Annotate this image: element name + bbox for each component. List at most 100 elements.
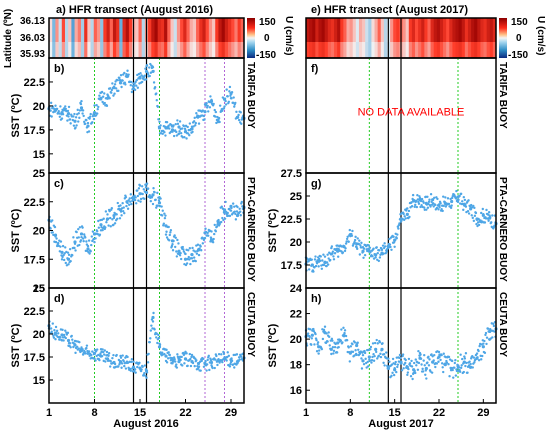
y-tick-label: 22.5 — [24, 197, 45, 209]
sst-point-cloud — [168, 233, 171, 237]
sst-point-cloud — [382, 352, 386, 356]
sst-point — [424, 201, 428, 205]
sst-point-cloud — [203, 236, 207, 240]
sst-point-cloud — [378, 341, 382, 344]
sst-point-cloud — [326, 253, 329, 256]
sst-point-cloud — [176, 122, 180, 126]
panel-e-cbar-tick: -150 — [508, 50, 528, 61]
sst-point-cloud — [357, 242, 360, 246]
heatmap-cell — [180, 42, 184, 58]
sst-point-cloud — [158, 120, 161, 123]
sst-point-cloud — [95, 104, 98, 107]
sst-point — [323, 331, 327, 335]
sst-point-cloud — [398, 353, 402, 357]
sst-point-cloud — [156, 105, 160, 109]
heatmap-cell — [380, 42, 385, 58]
sst-point-cloud — [105, 350, 109, 354]
heatmap-cell — [377, 18, 382, 42]
sst-point — [235, 360, 240, 364]
sst-point-cloud — [179, 132, 183, 135]
sst-point-cloud — [109, 87, 112, 90]
sst-point-cloud — [326, 263, 330, 266]
heatmap-cell — [452, 18, 456, 42]
heatmap-cell — [77, 42, 82, 58]
sst-point-cloud — [84, 122, 87, 126]
sst-point — [412, 368, 416, 372]
sst-point — [105, 357, 110, 361]
sst-point-cloud — [64, 105, 67, 108]
heatmap-cell — [449, 42, 453, 58]
y-axis-label: SST (ºC) — [267, 323, 279, 367]
sst-point-cloud — [77, 347, 80, 350]
panel-a-ytick: 35.93 — [20, 49, 45, 60]
heatmap-cell — [483, 18, 488, 42]
sst-point-cloud — [57, 332, 60, 335]
y-tick-label: 20 — [290, 334, 302, 346]
sst-point-cloud — [466, 209, 470, 213]
sst-point-cloud — [321, 337, 325, 341]
heatmap-cell — [439, 42, 444, 58]
heatmap-cell — [196, 42, 200, 58]
sst-point — [380, 347, 384, 351]
sst-point-cloud — [74, 249, 77, 252]
sst-point-cloud — [493, 224, 496, 228]
sst-point-cloud — [430, 200, 433, 204]
x-tick-label: 22 — [179, 407, 191, 419]
y-tick-label: 24 — [290, 283, 303, 295]
sst-point — [329, 347, 333, 351]
sst-point-cloud — [324, 341, 328, 345]
heatmap-cell — [396, 18, 400, 42]
sst-point-cloud — [189, 262, 192, 266]
heatmap-cell — [458, 42, 463, 58]
sst-point-cloud — [53, 225, 57, 229]
sst-point-cloud — [433, 353, 436, 357]
sst-point-cloud — [119, 74, 123, 77]
sst-point-cloud — [413, 205, 416, 209]
sst-point-cloud — [202, 357, 205, 361]
sst-point-cloud — [51, 322, 54, 325]
sst-point-cloud — [109, 216, 112, 220]
sst-point-cloud — [157, 333, 160, 337]
heatmap-cell — [467, 18, 472, 42]
heatmap-cell — [237, 42, 242, 58]
sst-point-cloud — [120, 214, 123, 217]
sst-point-cloud — [104, 210, 108, 213]
heatmap-cell — [461, 42, 466, 58]
sst-point-cloud — [192, 120, 196, 123]
sst-point-cloud — [94, 359, 97, 362]
sst-point-cloud — [156, 191, 159, 195]
sst-point-cloud — [141, 365, 144, 368]
sst-point-cloud — [50, 330, 53, 333]
sst-point — [79, 232, 84, 236]
sst-point-cloud — [328, 344, 331, 347]
heatmap-cell — [64, 42, 69, 58]
sst-point-cloud — [137, 199, 140, 202]
heatmap-cell — [64, 18, 69, 42]
heatmap-cell — [309, 42, 313, 58]
heatmap-cell — [228, 18, 232, 42]
y-axis-label: SST (ºC) — [10, 208, 22, 252]
panel-c-point-cloud — [47, 182, 245, 267]
heatmap-cell — [355, 18, 360, 42]
sst-point-cloud — [320, 267, 324, 270]
heatmap-cell — [411, 18, 416, 42]
sst-point-cloud — [159, 124, 162, 127]
y-tick-label: 22.5 — [281, 214, 302, 226]
sst-point-cloud — [202, 365, 206, 369]
heatmap-cell — [135, 42, 139, 58]
sst-point-cloud — [135, 202, 138, 205]
sst-point-cloud — [54, 104, 57, 107]
heatmap-cell — [321, 18, 326, 42]
sst-point-cloud — [306, 332, 310, 335]
sst-point — [310, 263, 314, 267]
heatmap-cell — [231, 42, 235, 58]
sst-point-cloud — [396, 365, 399, 369]
sst-point-cloud — [130, 360, 133, 364]
sst-point-cloud — [228, 90, 231, 93]
sst-point-cloud — [115, 213, 118, 216]
sst-point-cloud — [101, 100, 104, 104]
sst-point-cloud — [322, 263, 326, 267]
sst-point-cloud — [353, 238, 357, 242]
heatmap-cell — [74, 42, 79, 58]
sst-point — [190, 253, 194, 257]
